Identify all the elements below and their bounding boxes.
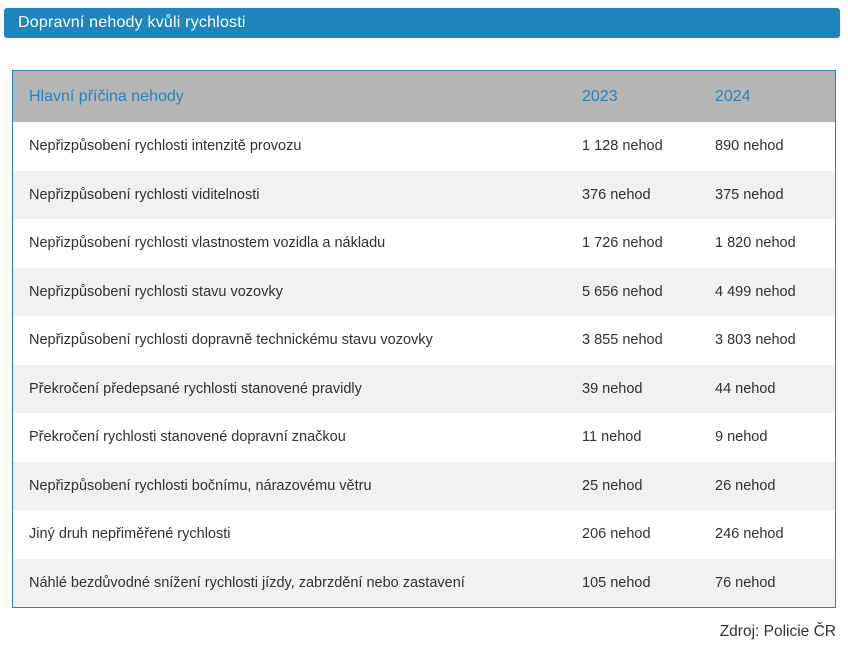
table-row: Nepřizpůsobení rychlosti dopravně techni…: [13, 316, 835, 365]
value-2023-cell: 105 nehod: [582, 574, 651, 591]
table-row: Nepřizpůsobení rychlosti stavu vozovky 5…: [13, 267, 835, 316]
value-2024-cell: 1 820 nehod: [715, 235, 796, 252]
value-2024-cell: 890 nehod: [715, 138, 784, 155]
value-2023-cell: 11 nehod: [582, 429, 642, 446]
cause-cell: Nepřizpůsobení rychlosti vlastnostem voz…: [29, 235, 386, 252]
value-2024-cell: 375 nehod: [715, 186, 784, 203]
value-2023-cell: 3 855 nehod: [582, 332, 663, 349]
cause-cell: Náhlé bezdůvodné snížení rychlosti jízdy…: [29, 574, 465, 591]
accidents-table: Hlavní příčina nehody 2023 2024 Nepřizpů…: [12, 70, 836, 608]
value-2024-cell: 4 499 nehod: [715, 283, 796, 300]
value-2024-cell: 26 nehod: [715, 477, 776, 494]
value-2023-cell: 39 nehod: [582, 380, 643, 397]
value-2023-cell: 376 nehod: [582, 186, 651, 203]
table-row: Náhlé bezdůvodné snížení rychlosti jízdy…: [13, 558, 835, 607]
source-attribution: Zdroj: Policie ČR: [719, 623, 836, 640]
value-2023-cell: 206 nehod: [582, 526, 651, 543]
value-2023-cell: 1 128 nehod: [582, 138, 663, 155]
cause-cell: Překročení rychlosti stanovené dopravní …: [29, 429, 346, 446]
table-row: Nepřizpůsobení rychlosti intenzitě provo…: [13, 122, 835, 171]
value-2024-cell: 44 nehod: [715, 380, 776, 397]
header-2023: 2023: [582, 87, 618, 105]
cause-cell: Nepřizpůsobení rychlosti viditelnosti: [29, 186, 260, 203]
value-2023-cell: 1 726 nehod: [582, 235, 663, 252]
title-bar: Dopravní nehody kvůli rychlosti: [4, 8, 840, 38]
cause-cell: Překročení předepsané rychlosti stanoven…: [29, 380, 362, 397]
table-row: Nepřizpůsobení rychlosti bočnímu, nárazo…: [13, 461, 835, 510]
value-2023-cell: 5 656 nehod: [582, 283, 663, 300]
cause-cell: Jiný druh nepřiměřené rychlosti: [29, 526, 231, 543]
cause-cell: Nepřizpůsobení rychlosti dopravně techni…: [29, 332, 433, 349]
cause-cell: Nepřizpůsobení rychlosti bočnímu, nárazo…: [29, 477, 372, 494]
value-2024-cell: 76 nehod: [715, 574, 776, 591]
value-2024-cell: 9 nehod: [715, 429, 768, 446]
table-row: Překročení rychlosti stanovené dopravní …: [13, 413, 835, 462]
value-2023-cell: 25 nehod: [582, 477, 643, 494]
cause-cell: Nepřizpůsobení rychlosti stavu vozovky: [29, 283, 283, 300]
cause-cell: Nepřizpůsobení rychlosti intenzitě provo…: [29, 138, 302, 155]
table-row: Jiný druh nepřiměřené rychlosti 206 neho…: [13, 510, 835, 559]
value-2024-cell: 3 803 nehod: [715, 332, 796, 349]
table-header-row: Hlavní příčina nehody 2023 2024: [13, 71, 835, 122]
value-2024-cell: 246 nehod: [715, 526, 784, 543]
header-2024: 2024: [715, 87, 751, 105]
table-row: Překročení předepsané rychlosti stanoven…: [13, 364, 835, 413]
page-title: Dopravní nehody kvůli rychlosti: [18, 14, 246, 31]
table-row: Nepřizpůsobení rychlosti viditelnosti 37…: [13, 170, 835, 219]
header-cause: Hlavní příčina nehody: [29, 87, 184, 105]
table-row: Nepřizpůsobení rychlosti vlastnostem voz…: [13, 219, 835, 268]
